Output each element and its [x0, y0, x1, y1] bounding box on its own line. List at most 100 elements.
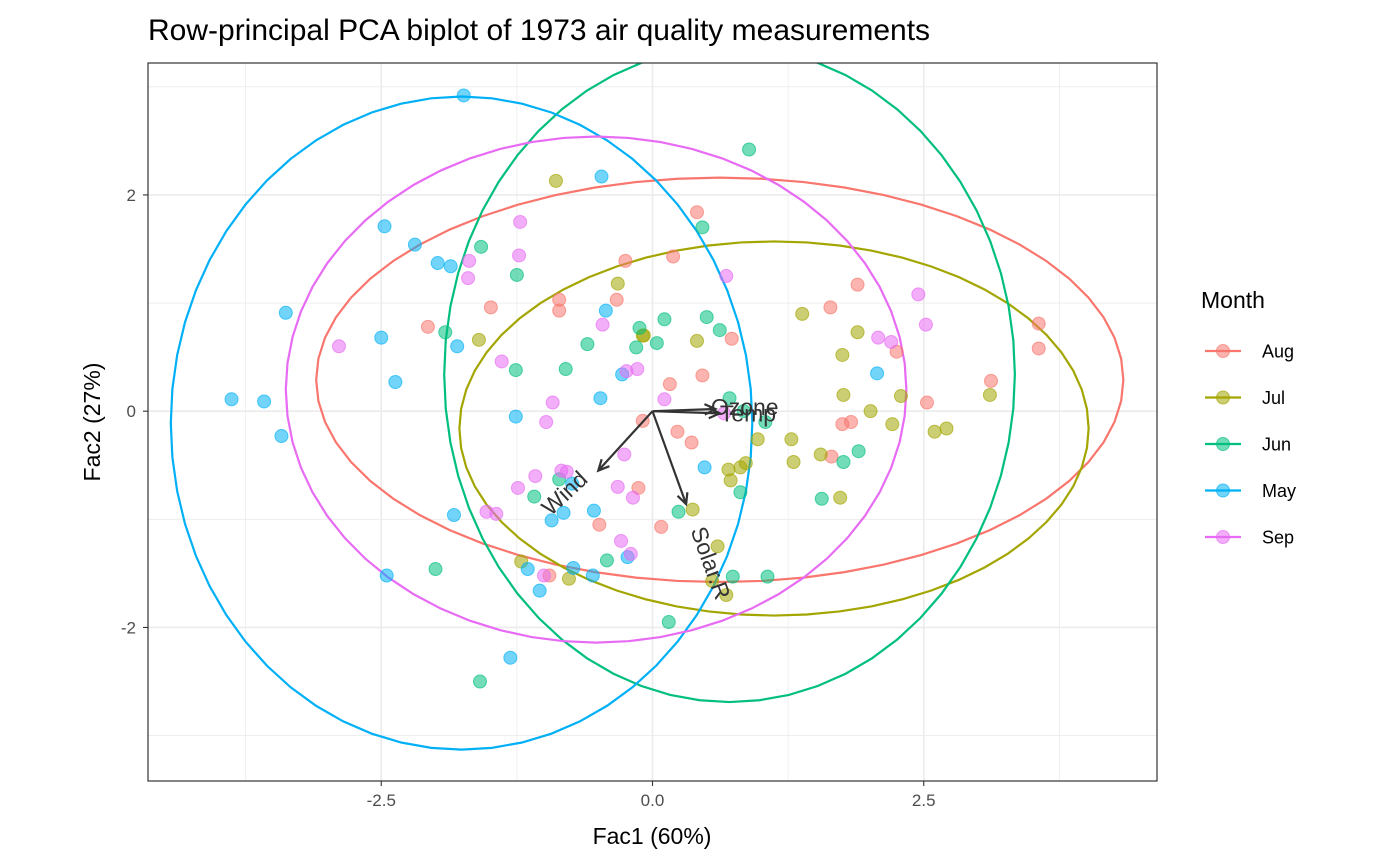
point-jul: [863, 404, 878, 419]
point-sep: [489, 506, 504, 521]
point-may: [565, 476, 580, 491]
point-may: [430, 256, 445, 271]
point-may: [566, 560, 581, 575]
point-aug: [695, 368, 710, 383]
x-tick-label: 2.5: [912, 791, 936, 810]
point-aug: [592, 517, 607, 532]
point-sep: [537, 568, 552, 583]
point-jul: [786, 455, 801, 470]
point-sep: [545, 395, 560, 410]
x-axis: -2.5 0.0 2.5: [367, 781, 936, 810]
legend-title: Month: [1201, 287, 1265, 313]
loading-label-ozone: Ozone: [711, 394, 779, 420]
legend-label: May: [1262, 481, 1296, 501]
legend-item-sep: Sep: [1205, 528, 1294, 548]
point-jun: [629, 340, 644, 355]
legend: Month Aug Jul Jun May Sep: [1201, 287, 1296, 548]
point-jul: [719, 588, 734, 603]
point-jun: [758, 415, 773, 429]
point-jul: [850, 325, 865, 340]
point-sep: [462, 253, 477, 268]
point-aug: [420, 319, 435, 334]
chart-title: Row-principal PCA biplot of 1973 air qua…: [148, 14, 930, 47]
point-sep: [617, 447, 632, 462]
point-aug: [1031, 316, 1046, 331]
point-jun: [661, 615, 676, 630]
point-jul: [795, 306, 810, 321]
point-jul: [471, 332, 486, 347]
point-aug: [654, 519, 669, 534]
point-sep: [539, 415, 554, 429]
arrow-head-wind: [596, 458, 610, 473]
point-may: [594, 169, 609, 184]
point-jul: [939, 421, 954, 436]
arrow-head-temp: [708, 406, 723, 420]
confidence-ellipses: [169, 63, 1125, 751]
point-jun: [814, 491, 829, 506]
point-jul: [610, 276, 625, 291]
point-sep: [911, 287, 926, 302]
point-jul: [833, 490, 848, 505]
point-jun: [722, 391, 737, 406]
ellipse-may: [169, 95, 754, 751]
arrow-head-solar-r: [676, 492, 689, 507]
legend-label: Sep: [1262, 528, 1294, 548]
legend-key-point: [1216, 390, 1230, 405]
point-aug: [850, 277, 865, 292]
point-jun: [836, 455, 851, 470]
legend-item-aug: Aug: [1205, 342, 1294, 362]
point-jun: [649, 336, 664, 351]
point-may: [503, 650, 518, 665]
point-jul: [705, 573, 720, 588]
point-jul: [733, 460, 748, 475]
point-may: [274, 429, 289, 444]
point-may: [224, 392, 239, 407]
point-aug: [618, 253, 633, 268]
point-jun: [851, 444, 866, 459]
point-may: [586, 503, 601, 518]
y-axis: -2 0 2: [121, 186, 148, 637]
point-jun: [712, 323, 727, 338]
point-sep: [625, 490, 640, 505]
point-jun: [657, 312, 672, 327]
point-jun: [508, 363, 523, 378]
point-may: [585, 568, 600, 583]
point-jul: [885, 417, 900, 432]
point-sep: [512, 248, 527, 263]
point-jun: [742, 142, 757, 157]
point-sep: [630, 362, 645, 377]
y-tick-label: 2: [127, 186, 136, 205]
point-aug: [662, 377, 677, 392]
point-jun: [527, 489, 542, 504]
point-aug: [483, 300, 498, 315]
ellipse-sep: [284, 135, 908, 644]
point-sep: [657, 392, 672, 407]
point-sep: [884, 334, 899, 349]
point-jul: [685, 502, 700, 517]
x-tick-label: -2.5: [367, 791, 396, 810]
point-jun: [632, 320, 647, 335]
point-aug: [684, 435, 699, 450]
legend-key-point: [1216, 483, 1230, 498]
ellipse-aug: [315, 176, 1125, 584]
point-may: [520, 562, 535, 577]
point-aug: [984, 373, 999, 388]
observation-points: [224, 88, 1046, 689]
point-jul: [982, 387, 997, 402]
legend-item-jul: Jul: [1205, 388, 1285, 408]
legend-item-jun: Jun: [1205, 435, 1291, 455]
legend-label: Jul: [1262, 388, 1285, 408]
point-may: [556, 505, 571, 520]
y-tick-label: -2: [121, 618, 136, 637]
point-jul: [723, 473, 738, 488]
x-axis-title: Fac1 (60%): [593, 823, 712, 849]
point-jul: [710, 539, 725, 554]
point-sep: [623, 546, 638, 561]
arrow-temp: [652, 410, 720, 415]
point-jul: [750, 432, 765, 447]
point-aug: [1031, 341, 1046, 356]
point-jul: [927, 424, 942, 439]
point-jun: [699, 310, 714, 325]
point-jun: [438, 325, 453, 340]
